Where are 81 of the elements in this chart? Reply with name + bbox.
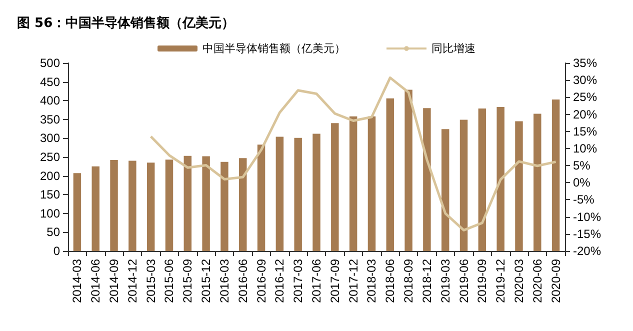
- x-tick-label: 2016-09: [254, 258, 268, 304]
- y-tick-label: 350: [40, 112, 60, 126]
- x-tick-label: 2017-09: [328, 258, 342, 304]
- bar: [331, 123, 339, 251]
- bar: [257, 144, 266, 251]
- x-tick-label: 2019-06: [456, 258, 471, 304]
- x-tick-label: 2018-12: [420, 258, 434, 304]
- x-tick-label: 2018-06: [383, 258, 398, 304]
- x-tick-label: 2016-06: [236, 258, 250, 304]
- x-tick-label: 2014-09: [107, 258, 122, 304]
- bar: [404, 90, 412, 251]
- x-tick-label: 2015-06: [162, 258, 176, 304]
- y2-tick-label: 5%: [573, 158, 591, 173]
- bar: [349, 116, 358, 251]
- y2-tick-label: -5%: [573, 192, 595, 207]
- y-tick-label: 500: [40, 56, 60, 70]
- x-tick-label: 2014-06: [88, 258, 103, 304]
- bar: [552, 99, 560, 251]
- y2-tick-label: -15%: [573, 226, 602, 241]
- bar: [441, 129, 450, 251]
- x-tick-label: 2014-03: [70, 258, 84, 304]
- y2-tick-label: 10%: [573, 141, 598, 156]
- legend-label: 同比增速: [432, 42, 476, 55]
- bar: [220, 162, 228, 251]
- y-tick-label: 400: [40, 94, 60, 108]
- chart-title: 图 56：中国半导体销售额（亿美元）: [17, 15, 235, 31]
- y-tick-label: 250: [40, 150, 60, 164]
- y-tick-label: 150: [40, 188, 60, 202]
- bar: [478, 108, 486, 251]
- bar: [184, 156, 192, 251]
- bar: [128, 160, 136, 251]
- bar: [534, 114, 542, 251]
- y-tick-label: 50: [46, 225, 60, 240]
- x-tick-label: 2015-03: [144, 258, 158, 304]
- y2-tick-label: -20%: [573, 244, 602, 258]
- x-tick-label: 2019-09: [475, 258, 490, 304]
- bar: [165, 160, 174, 251]
- y2-tick-label: 30%: [573, 73, 598, 88]
- x-tick-label: 2016-12: [272, 258, 287, 304]
- bar: [496, 106, 504, 251]
- y2-tick-label: 35%: [573, 56, 598, 70]
- x-tick-label: 2019-03: [438, 258, 452, 304]
- bar: [146, 162, 155, 251]
- y-tick-label: 300: [40, 131, 60, 146]
- x-tick-label: 2020-03: [512, 258, 526, 304]
- y-tick-label: 200: [40, 168, 60, 183]
- y2-tick-label: 25%: [573, 90, 598, 104]
- bar: [515, 121, 523, 251]
- bar: [92, 166, 100, 251]
- x-tick-label: 2018-09: [402, 258, 416, 304]
- bar: [423, 108, 431, 251]
- x-tick-label: 2017-06: [310, 258, 324, 304]
- y2-tick-label: 0%: [573, 176, 591, 190]
- y-tick-label: 450: [40, 74, 60, 89]
- bar: [460, 120, 468, 251]
- x-tick-label: 2015-09: [180, 258, 195, 304]
- bar: [312, 134, 320, 251]
- x-tick-label: 2019-12: [494, 258, 508, 304]
- bar: [110, 160, 118, 251]
- x-tick-label: 2015-12: [199, 258, 214, 304]
- y-tick-label: 100: [40, 206, 60, 220]
- x-tick-label: 2020-09: [548, 258, 563, 304]
- y2-tick-label: 15%: [573, 124, 598, 138]
- x-tick-label: 2017-03: [291, 258, 306, 304]
- x-tick-label: 2018-03: [364, 258, 379, 304]
- x-tick-label: 2020-06: [530, 258, 544, 304]
- legend-label: 中国半导体销售额（亿美元）: [202, 42, 346, 55]
- line-series: [150, 76, 558, 232]
- bar: [386, 98, 394, 251]
- y-tick-label: 0: [53, 244, 60, 258]
- bar: [239, 158, 247, 251]
- bar: [202, 156, 210, 251]
- x-tick-label: 2014-12: [125, 258, 140, 304]
- y2-tick-label: -10%: [573, 210, 602, 224]
- x-tick-label: 2017-12: [346, 258, 360, 304]
- bar: [368, 116, 376, 251]
- bar: [294, 138, 302, 251]
- bar: [276, 136, 284, 251]
- bar: [73, 173, 82, 251]
- y2-tick-label: 20%: [573, 107, 598, 122]
- x-tick-label: 2016-03: [217, 258, 232, 304]
